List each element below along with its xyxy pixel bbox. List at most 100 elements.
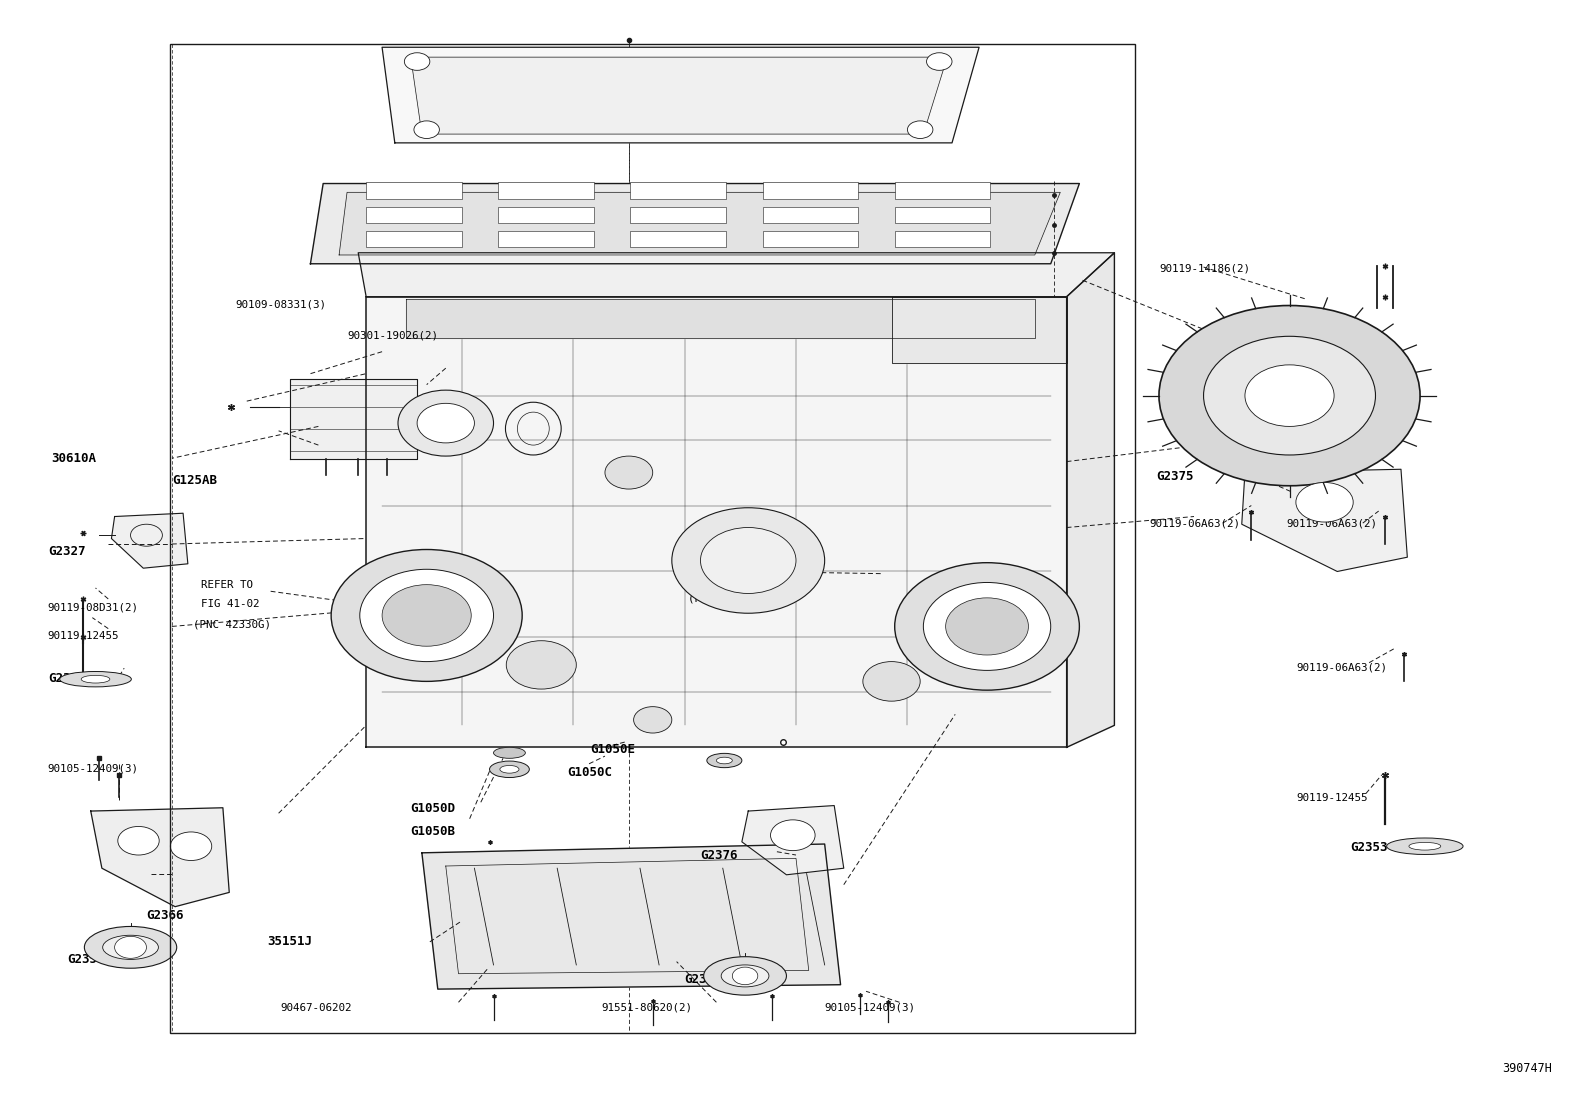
Polygon shape bbox=[422, 844, 841, 989]
Circle shape bbox=[672, 508, 825, 613]
Circle shape bbox=[923, 582, 1051, 670]
Circle shape bbox=[1296, 482, 1353, 522]
Text: 390747H: 390747H bbox=[1503, 1062, 1552, 1075]
Polygon shape bbox=[406, 299, 1035, 338]
Circle shape bbox=[732, 967, 758, 985]
Text: FIG 41-02: FIG 41-02 bbox=[201, 599, 259, 610]
Circle shape bbox=[414, 121, 439, 138]
Text: G2375: G2375 bbox=[1156, 470, 1194, 484]
Circle shape bbox=[404, 53, 430, 70]
Text: G2366: G2366 bbox=[146, 909, 185, 922]
Circle shape bbox=[863, 662, 920, 701]
Bar bbox=[498, 182, 594, 199]
Text: 35151J: 35151J bbox=[267, 935, 312, 948]
Text: (PNC 42330G): (PNC 42330G) bbox=[193, 619, 271, 630]
Text: G2327: G2327 bbox=[48, 545, 86, 558]
Polygon shape bbox=[290, 379, 417, 459]
Text: 91551-80620(2): 91551-80620(2) bbox=[602, 1002, 693, 1013]
Text: G2353: G2353 bbox=[1350, 841, 1388, 854]
Ellipse shape bbox=[102, 935, 159, 959]
Circle shape bbox=[506, 641, 576, 689]
Bar bbox=[895, 182, 990, 199]
Polygon shape bbox=[339, 192, 1060, 255]
Polygon shape bbox=[742, 806, 844, 875]
Circle shape bbox=[907, 121, 933, 138]
Bar bbox=[763, 207, 858, 223]
Ellipse shape bbox=[716, 757, 732, 764]
Bar bbox=[366, 231, 462, 247]
Text: G1050B: G1050B bbox=[411, 825, 455, 839]
Circle shape bbox=[927, 53, 952, 70]
Ellipse shape bbox=[490, 761, 529, 778]
Circle shape bbox=[605, 456, 653, 489]
Ellipse shape bbox=[721, 965, 769, 987]
Text: 90109-08331(3): 90109-08331(3) bbox=[236, 299, 326, 310]
Ellipse shape bbox=[704, 956, 786, 996]
Circle shape bbox=[1204, 336, 1375, 455]
Text: G125AB: G125AB bbox=[172, 474, 217, 487]
Text: 90105-12409(3): 90105-12409(3) bbox=[48, 763, 139, 774]
Polygon shape bbox=[310, 184, 1079, 264]
Ellipse shape bbox=[1387, 837, 1463, 855]
Ellipse shape bbox=[500, 765, 519, 774]
Circle shape bbox=[360, 569, 494, 662]
Bar bbox=[630, 231, 726, 247]
Text: 90119-12455: 90119-12455 bbox=[48, 631, 119, 642]
Text: G2354: G2354 bbox=[685, 973, 723, 986]
Text: 90105-12409(3): 90105-12409(3) bbox=[825, 1002, 915, 1013]
Text: G2376: G2376 bbox=[700, 848, 739, 862]
Text: G1050D: G1050D bbox=[411, 802, 455, 815]
Text: G2353: G2353 bbox=[48, 671, 86, 685]
Polygon shape bbox=[892, 297, 1067, 363]
Circle shape bbox=[700, 528, 796, 593]
Polygon shape bbox=[382, 47, 979, 143]
Text: REFER TO: REFER TO bbox=[696, 554, 748, 565]
Circle shape bbox=[634, 707, 672, 733]
Bar bbox=[170, 44, 1135, 1033]
Text: G1050C: G1050C bbox=[567, 766, 611, 779]
Polygon shape bbox=[1242, 469, 1407, 571]
Polygon shape bbox=[111, 513, 188, 568]
Circle shape bbox=[1159, 306, 1420, 486]
Text: 90119-06A63(2): 90119-06A63(2) bbox=[1286, 518, 1377, 529]
Circle shape bbox=[417, 403, 474, 443]
Circle shape bbox=[398, 390, 494, 456]
Circle shape bbox=[771, 820, 815, 851]
Ellipse shape bbox=[1409, 842, 1441, 851]
Ellipse shape bbox=[81, 675, 110, 682]
Circle shape bbox=[170, 832, 212, 861]
Text: 90301-19026(2): 90301-19026(2) bbox=[347, 330, 438, 341]
Text: 90119-06A63(2): 90119-06A63(2) bbox=[1149, 518, 1240, 529]
Circle shape bbox=[946, 598, 1028, 655]
Ellipse shape bbox=[60, 671, 131, 687]
Bar bbox=[366, 207, 462, 223]
Circle shape bbox=[331, 550, 522, 681]
Text: 90119-08D31(2): 90119-08D31(2) bbox=[48, 602, 139, 613]
Text: (PNC 42340D): (PNC 42340D) bbox=[688, 593, 766, 604]
Polygon shape bbox=[91, 808, 229, 907]
Bar bbox=[763, 231, 858, 247]
Polygon shape bbox=[1067, 253, 1114, 747]
Text: 90119-14186(2): 90119-14186(2) bbox=[1159, 263, 1250, 274]
Bar bbox=[763, 182, 858, 199]
Text: 90119-06A63(2): 90119-06A63(2) bbox=[1296, 662, 1387, 673]
Bar bbox=[366, 182, 462, 199]
Text: 90119-12455: 90119-12455 bbox=[1296, 792, 1368, 803]
Bar bbox=[630, 182, 726, 199]
Ellipse shape bbox=[84, 926, 177, 968]
Text: G2354: G2354 bbox=[67, 953, 105, 966]
Bar bbox=[630, 207, 726, 223]
Circle shape bbox=[118, 826, 159, 855]
Circle shape bbox=[1245, 365, 1334, 426]
Text: G1050E: G1050E bbox=[591, 743, 635, 756]
Text: G9022C: G9022C bbox=[1216, 373, 1261, 386]
Bar bbox=[895, 231, 990, 247]
Polygon shape bbox=[366, 297, 1067, 747]
Text: REFER TO: REFER TO bbox=[201, 579, 253, 590]
Ellipse shape bbox=[707, 753, 742, 767]
Circle shape bbox=[895, 563, 1079, 690]
Bar bbox=[498, 231, 594, 247]
Polygon shape bbox=[358, 253, 1114, 297]
Circle shape bbox=[115, 936, 146, 958]
Bar bbox=[498, 207, 594, 223]
